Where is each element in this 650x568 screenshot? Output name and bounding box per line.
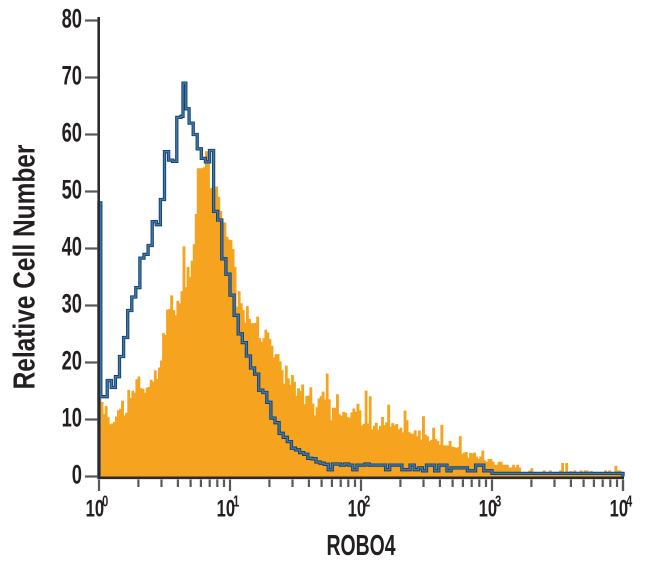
svg-text:10: 10 [610,496,628,523]
svg-text:60: 60 [62,117,82,147]
svg-text:ROBO4: ROBO4 [326,530,395,562]
svg-text:40: 40 [62,231,82,261]
svg-text:0: 0 [72,459,82,489]
svg-text:10: 10 [479,496,497,523]
svg-text:10: 10 [62,402,82,432]
svg-text:0: 0 [102,493,108,510]
svg-text:4: 4 [626,493,632,510]
svg-text:10: 10 [217,496,235,523]
svg-text:80: 80 [62,3,82,33]
svg-text:10: 10 [348,496,366,523]
svg-text:20: 20 [62,345,82,375]
svg-text:2: 2 [364,493,370,510]
svg-text:3: 3 [495,493,501,510]
svg-text:70: 70 [62,60,82,90]
svg-text:10: 10 [86,496,104,523]
svg-text:50: 50 [62,174,82,204]
svg-text:Relative Cell Number: Relative Cell Number [7,144,41,389]
svg-text:1: 1 [233,493,239,510]
svg-text:30: 30 [62,288,82,318]
